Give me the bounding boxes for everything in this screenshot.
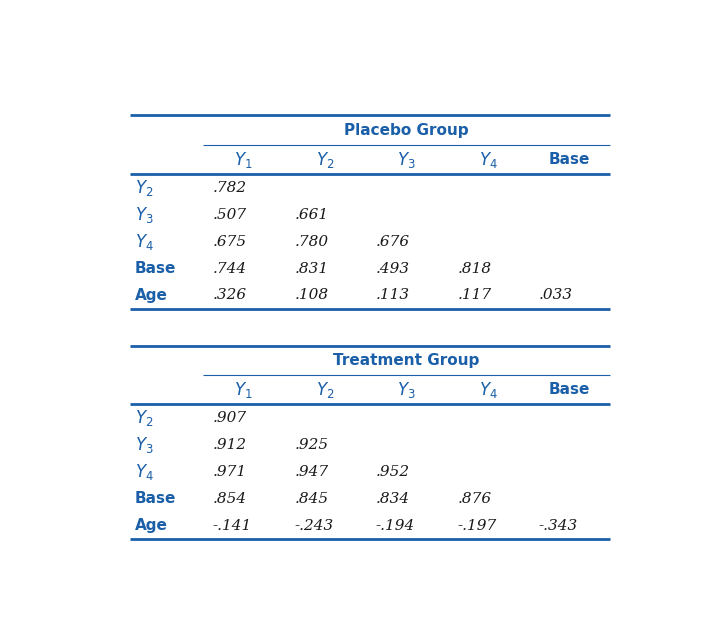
Text: $\mathit{Y}_4$: $\mathit{Y}_4$ (478, 380, 497, 400)
Text: $\mathit{Y}_1$: $\mathit{Y}_1$ (234, 380, 253, 400)
Text: $\mathit{Y}_3$: $\mathit{Y}_3$ (135, 205, 154, 225)
Text: Age: Age (135, 288, 168, 303)
Text: .831: .831 (294, 261, 328, 275)
Text: $\mathit{Y}_3$: $\mathit{Y}_3$ (397, 380, 416, 400)
Text: .108: .108 (294, 289, 328, 303)
Text: .744: .744 (212, 261, 247, 275)
Text: Treatment Group: Treatment Group (334, 353, 480, 368)
Text: .952: .952 (376, 465, 410, 479)
Text: $\mathit{Y}_4$: $\mathit{Y}_4$ (478, 149, 497, 170)
Text: .845: .845 (294, 492, 328, 506)
Text: .912: .912 (212, 438, 247, 452)
Text: -.243: -.243 (294, 518, 334, 532)
Text: .675: .675 (212, 235, 247, 249)
Text: .113: .113 (376, 289, 410, 303)
Text: .507: .507 (212, 208, 247, 222)
Text: $\mathit{Y}_4$: $\mathit{Y}_4$ (135, 232, 154, 252)
Text: -.141: -.141 (212, 518, 252, 532)
Text: $\mathit{Y}_2$: $\mathit{Y}_2$ (135, 408, 154, 428)
Text: -.194: -.194 (376, 518, 415, 532)
Text: .907: .907 (212, 411, 247, 425)
Text: $\mathit{Y}_1$: $\mathit{Y}_1$ (234, 149, 253, 170)
Text: .676: .676 (376, 235, 410, 249)
Text: -.343: -.343 (539, 518, 578, 532)
Text: Base: Base (135, 261, 176, 276)
Text: $\mathit{Y}_2$: $\mathit{Y}_2$ (135, 177, 154, 198)
Text: Age: Age (135, 518, 168, 533)
Text: Base: Base (135, 491, 176, 506)
Text: .326: .326 (212, 289, 247, 303)
Text: .782: .782 (212, 181, 247, 195)
Text: .780: .780 (294, 235, 328, 249)
Text: .925: .925 (294, 438, 328, 452)
Text: .834: .834 (376, 492, 410, 506)
Text: Base: Base (549, 152, 590, 167)
Text: .661: .661 (294, 208, 328, 222)
Text: .033: .033 (539, 289, 573, 303)
Text: $\mathit{Y}_4$: $\mathit{Y}_4$ (135, 462, 154, 481)
Text: .854: .854 (212, 492, 247, 506)
Text: $\mathit{Y}_3$: $\mathit{Y}_3$ (397, 149, 416, 170)
Text: $\mathit{Y}_3$: $\mathit{Y}_3$ (135, 435, 154, 455)
Text: .818: .818 (457, 261, 492, 275)
Text: Base: Base (549, 382, 590, 398)
Text: .947: .947 (294, 465, 328, 479)
Text: $\mathit{Y}_2$: $\mathit{Y}_2$ (316, 149, 334, 170)
Text: .876: .876 (457, 492, 492, 506)
Text: .117: .117 (457, 289, 492, 303)
Text: .971: .971 (212, 465, 247, 479)
Text: .493: .493 (376, 261, 410, 275)
Text: Placebo Group: Placebo Group (344, 123, 469, 137)
Text: $\mathit{Y}_2$: $\mathit{Y}_2$ (316, 380, 334, 400)
Text: -.197: -.197 (457, 518, 497, 532)
